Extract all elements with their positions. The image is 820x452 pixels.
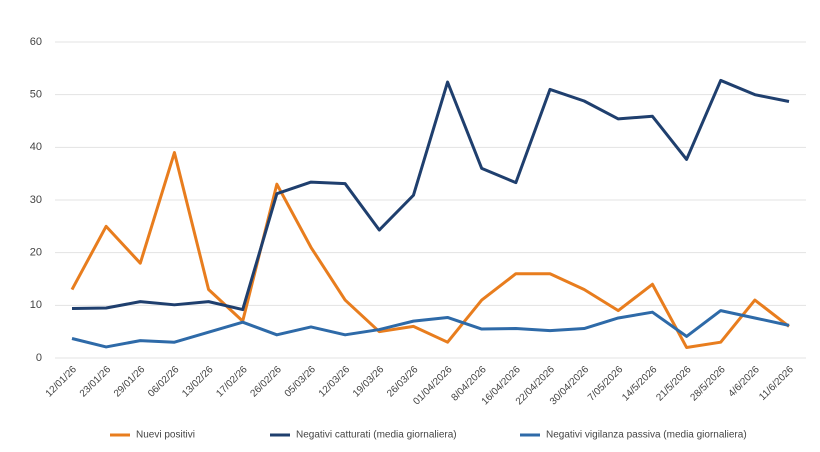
y-tick-label: 30 [30, 194, 42, 206]
x-tick-label: 23/01/26 [78, 364, 114, 400]
x-tick-label: 12/03/26 [317, 364, 353, 400]
y-tick-label: 50 [30, 89, 42, 101]
x-tick-label: 05/03/26 [283, 364, 319, 400]
x-tick-label: 06/02/26 [146, 364, 182, 400]
legend-label: Negativi catturati (media giornaliera) [296, 430, 457, 441]
x-tick-label: 17/02/26 [214, 364, 250, 400]
x-tick-label: 12/01/26 [44, 364, 80, 400]
y-tick-label: 0 [36, 352, 42, 364]
y-tick-label: 20 [30, 247, 42, 259]
x-tick-label: 19/03/26 [351, 364, 387, 400]
legend-label: Negativi vigilanza passiva (media giorna… [546, 430, 747, 441]
x-tick-label: 21/5/2026 [654, 364, 694, 404]
series-line [71, 78, 790, 312]
legend-label: Nuevi positivi [136, 430, 195, 441]
x-tick-label: 11/6/2026 [757, 364, 796, 403]
series-line [71, 309, 790, 349]
y-tick-label: 40 [30, 141, 42, 153]
x-tick-label: 26/03/26 [385, 364, 421, 400]
x-tick-label: 29/01/26 [112, 364, 148, 400]
x-tick-label: 28/5/2026 [688, 364, 728, 404]
x-tick-label: 7/05/2026 [586, 364, 626, 404]
x-tick-label: 14/5/2026 [620, 364, 660, 404]
y-tick-label: 60 [30, 36, 42, 48]
x-tick-label: 13/02/26 [180, 364, 216, 400]
x-tick-label: 26/02/26 [249, 364, 285, 400]
x-tick-label: 4/6/2026 [727, 364, 763, 400]
y-tick-label: 10 [30, 299, 42, 311]
series-line [70, 151, 790, 349]
